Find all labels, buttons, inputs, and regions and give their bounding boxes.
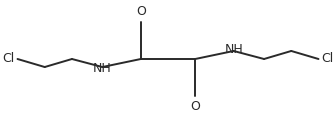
Text: NH: NH: [93, 62, 112, 75]
Text: NH: NH: [224, 43, 243, 56]
Text: Cl: Cl: [3, 53, 15, 65]
Text: O: O: [190, 100, 200, 113]
Text: O: O: [136, 5, 146, 18]
Text: Cl: Cl: [321, 53, 333, 65]
